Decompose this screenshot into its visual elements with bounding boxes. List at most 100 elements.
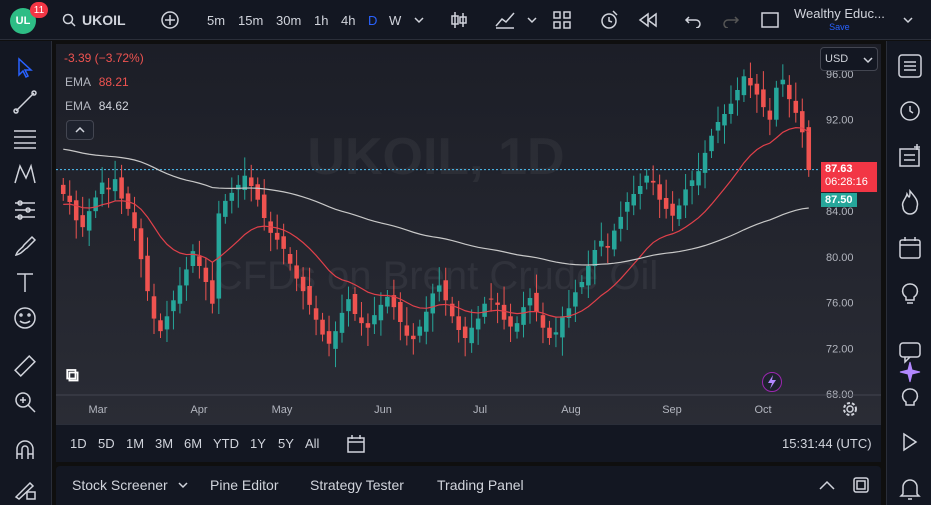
range-5d[interactable]: 5D xyxy=(98,436,115,451)
alerts-clock-icon[interactable] xyxy=(897,97,923,123)
collapse-legend-button[interactable] xyxy=(66,120,94,140)
hotlist-flame-icon[interactable] xyxy=(897,189,923,215)
tab-strategy-tester[interactable]: Strategy Tester xyxy=(310,477,404,493)
bottom-panel-tabs: Stock Screener Pine Editor Strategy Test… xyxy=(56,466,881,505)
lock-drawing-icon[interactable] xyxy=(12,475,38,501)
help-lightbulb-icon[interactable] xyxy=(897,385,923,411)
range-bar: 1D 5D 1M 3M 6M YTD 1Y 5Y All 15:31:44 (UTC) xyxy=(56,424,881,462)
chart-type-button[interactable] xyxy=(450,0,468,40)
currency-label: USD xyxy=(825,53,849,65)
maximize-panel-icon[interactable] xyxy=(852,476,870,494)
pattern-icon[interactable] xyxy=(12,161,38,187)
prediction-icon[interactable] xyxy=(12,197,38,223)
candle-body xyxy=(676,205,682,220)
date-range-calendar-icon[interactable] xyxy=(346,434,366,454)
candle-body xyxy=(767,110,773,120)
notifications-bell-icon[interactable] xyxy=(897,475,923,501)
last-price-label: 87.63 06:28:16 xyxy=(821,162,877,192)
cursor-icon[interactable] xyxy=(12,55,38,81)
timeframe-5m[interactable]: 5m xyxy=(207,12,226,28)
trend-line-icon[interactable] xyxy=(12,89,38,115)
tab-stock-screener[interactable]: Stock Screener xyxy=(72,477,188,493)
currency-selector[interactable]: USD xyxy=(820,47,878,71)
range-6m[interactable]: 6M xyxy=(184,436,203,451)
ruler-icon[interactable] xyxy=(12,353,38,379)
candle-body xyxy=(430,293,436,314)
text-icon[interactable] xyxy=(12,269,38,295)
range-1y[interactable]: 1Y xyxy=(250,436,266,451)
timeframe-15m[interactable]: 15m xyxy=(238,12,264,28)
price-chart[interactable]: UKOIL, 1D CFDs on Brent Crude Oil 96.00 92.… xyxy=(56,44,881,424)
redo-button[interactable] xyxy=(722,0,740,40)
zoom-in-icon[interactable] xyxy=(12,389,38,415)
tab-trading-panel[interactable]: Trading Panel xyxy=(437,477,524,493)
candle-body xyxy=(236,184,241,190)
candle-body xyxy=(281,236,286,249)
timeframe-4h[interactable]: 4h xyxy=(341,12,356,28)
timeframe-D[interactable]: D xyxy=(368,12,378,28)
utc-clock[interactable]: 15:31:44 (UTC) xyxy=(782,436,872,451)
candle-body xyxy=(456,316,461,330)
fullscreen-button[interactable] xyxy=(760,0,780,40)
layouts-button[interactable] xyxy=(552,0,572,40)
undo-button[interactable] xyxy=(684,0,702,40)
calendar-icon[interactable] xyxy=(897,235,923,261)
data-window-icon[interactable] xyxy=(897,143,923,169)
range-3m[interactable]: 3M xyxy=(155,436,174,451)
candle-body xyxy=(566,308,572,318)
range-1d[interactable]: 1D xyxy=(70,436,87,451)
add-symbol-icon xyxy=(161,11,179,29)
time-tick-label: Sep xyxy=(662,404,682,416)
timeframe-1h[interactable]: 1h xyxy=(314,12,329,28)
candle-body xyxy=(80,215,85,228)
watchlist-icon[interactable] xyxy=(897,53,923,79)
settings-gear-icon[interactable] xyxy=(842,401,858,417)
candle-body xyxy=(741,76,747,96)
range-1m[interactable]: 1M xyxy=(126,436,145,451)
candle-body xyxy=(579,282,585,288)
range-all[interactable]: All xyxy=(305,436,320,451)
candle-body xyxy=(255,184,260,200)
candle-body xyxy=(631,194,636,206)
chat-icon[interactable] xyxy=(897,339,923,365)
symbol-search[interactable]: UKOIL xyxy=(62,0,126,40)
brush-icon[interactable] xyxy=(12,233,38,259)
candle-body xyxy=(242,175,248,190)
chevron-up-icon[interactable] xyxy=(818,478,836,492)
play-icon[interactable] xyxy=(897,429,923,455)
tab-pine-editor[interactable]: Pine Editor xyxy=(210,477,279,493)
candle-body xyxy=(488,298,494,300)
sparkle-icon[interactable] xyxy=(897,359,923,385)
timeframe-dropdown[interactable] xyxy=(414,0,424,40)
candle-body xyxy=(514,323,520,332)
replay-button[interactable] xyxy=(638,0,658,40)
save-label[interactable]: Save xyxy=(829,22,850,32)
account-layout[interactable]: Wealthy Educ... Save xyxy=(794,6,885,32)
candle-body xyxy=(151,296,157,319)
lightning-button[interactable] xyxy=(762,372,782,392)
timeframe-W[interactable]: W xyxy=(389,12,402,28)
fib-retracement-icon[interactable] xyxy=(12,125,38,151)
compare-button[interactable] xyxy=(160,0,180,40)
ema-price-label: 87.50 xyxy=(821,193,857,207)
candle-body xyxy=(573,292,578,307)
range-5y[interactable]: 5Y xyxy=(278,436,294,451)
chart-pane[interactable]: UKOIL, 1D CFDs on Brent Crude Oil 96.00 92.… xyxy=(56,44,881,424)
emoji-icon[interactable] xyxy=(12,305,38,331)
account-dropdown[interactable] xyxy=(903,0,913,40)
indicators-button[interactable] xyxy=(494,0,516,40)
legend-ema-slow[interactable]: EMA 84.62 xyxy=(65,99,129,113)
candle-body xyxy=(326,331,332,344)
undo-icon xyxy=(684,16,701,28)
bar-countdown: 06:28:16 xyxy=(825,176,868,188)
legend-change: -3.39 (−3.72%) xyxy=(64,51,144,65)
range-ytd[interactable]: YTD xyxy=(213,436,239,451)
legend-ema-fast[interactable]: EMA 88.21 xyxy=(65,75,129,89)
indicators-dropdown[interactable] xyxy=(527,0,537,40)
magnet-icon[interactable] xyxy=(12,437,38,463)
notification-badge: 11 xyxy=(30,2,48,18)
timeframe-30m[interactable]: 30m xyxy=(276,12,302,28)
alert-button[interactable] xyxy=(598,0,620,40)
time-tick-label: Mar xyxy=(89,404,108,416)
ideas-lightbulb-icon[interactable] xyxy=(897,281,923,307)
